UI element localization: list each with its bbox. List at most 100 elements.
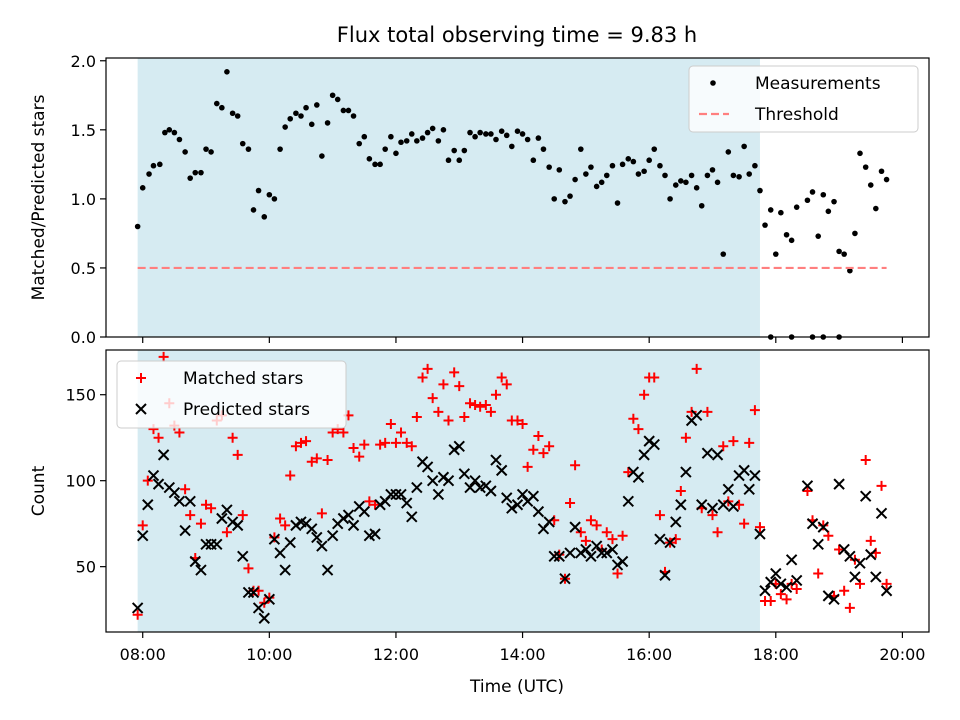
measurement-point (287, 115, 294, 122)
measurement-point (804, 197, 811, 204)
predicted-star-point (406, 511, 418, 523)
predicted-star-point (859, 490, 872, 502)
matched-star-point (607, 534, 618, 545)
matched-star-point (580, 535, 591, 546)
matched-star-point (290, 441, 301, 452)
predicted-star-point (442, 474, 455, 487)
ratio-marks (134, 69, 890, 340)
legend-swatch (136, 373, 146, 383)
predicted-star-point (501, 492, 513, 504)
measurement-point (372, 161, 378, 168)
matched-star-point (570, 460, 581, 471)
predicted-star-point (173, 495, 186, 508)
ratio-panel: 0.00.51.01.52.0 Matched/Predicted stars … (29, 52, 930, 347)
predicted-star-point (580, 543, 592, 556)
legend-swatch (710, 80, 716, 86)
matched-star-point (501, 379, 512, 390)
measurement-point (403, 138, 410, 144)
measurement-point (651, 146, 658, 152)
predicted-star-point (616, 555, 629, 568)
measurement-point (878, 168, 885, 175)
measurement-point (514, 128, 521, 135)
matched-star-point (791, 584, 802, 595)
predicted-star-point (865, 548, 877, 561)
matched-star-point (221, 527, 232, 538)
x-axis-label: Time (UTC) (469, 677, 564, 697)
measurement-point (261, 214, 268, 220)
matched-star-point (628, 413, 639, 424)
measurement-point (229, 110, 236, 117)
ratio-y-axis: 0.0 0.5 1.0 1.5 2.0 (71, 52, 106, 347)
y-tick-label: 0.5 (71, 259, 96, 278)
predicted-star-point (131, 602, 144, 614)
measurement-point (293, 110, 299, 117)
x-tick-label: 10:00 (246, 645, 292, 664)
measurement-point (187, 175, 193, 181)
measurement-point (593, 183, 600, 190)
predicted-star-point (306, 523, 318, 535)
predicted-star-point (511, 499, 524, 511)
legend-label: Matched stars (183, 369, 303, 389)
matched-star-point (860, 455, 871, 466)
measurement-point (857, 150, 863, 157)
matched-star-point (411, 412, 422, 423)
matched-star-point (390, 437, 401, 448)
predicted-star-point (432, 488, 445, 501)
matched-star-point (490, 389, 501, 400)
predicted-star-point (754, 528, 766, 540)
measurement-point (408, 131, 415, 137)
matched-star-point (612, 568, 623, 579)
measurement-point (377, 161, 383, 168)
matched-star-point (375, 439, 386, 450)
measurement-point (662, 172, 668, 179)
predicted-star-point (828, 593, 840, 606)
predicted-star-point (216, 512, 228, 525)
matched-star-point (338, 427, 349, 438)
measurement-point (524, 136, 531, 143)
count-legend: Matched stars Predicted stars (116, 360, 347, 429)
measurement-point (319, 153, 325, 159)
measurement-point (683, 179, 689, 186)
matched-star-point (728, 436, 739, 447)
predicted-star-point (268, 533, 281, 545)
predicted-star-point (157, 449, 170, 461)
measurement-point (150, 162, 157, 169)
matched-star-point (781, 594, 792, 605)
measurement-point (488, 131, 494, 137)
predicted-star-point (311, 531, 323, 544)
measurement-point (139, 185, 146, 191)
measurement-point (314, 102, 320, 108)
predicted-star-point (237, 550, 249, 563)
matched-star-point (142, 475, 153, 486)
measurement-point (166, 127, 173, 133)
predicted-star-point (590, 540, 603, 552)
legend-label: Threshold (754, 105, 839, 125)
predicted-star-point (179, 524, 191, 537)
matched-star-point (275, 513, 286, 524)
x-tick-label: 12:00 (373, 645, 419, 664)
measurement-point (867, 182, 874, 188)
matched-star-point (206, 503, 217, 514)
matched-star-point (359, 439, 370, 450)
matched-star-point (449, 367, 460, 378)
matched-star-point (765, 596, 776, 607)
matched-star-point (295, 437, 306, 448)
measurement-point (788, 237, 795, 244)
matched-star-point (465, 398, 476, 409)
legend-label: Measurements (755, 74, 881, 94)
predicted-star-point (822, 590, 835, 602)
measurement-point (831, 198, 837, 205)
measurement-point (435, 138, 442, 144)
measurement-point (567, 193, 573, 199)
measurement-point (762, 222, 768, 228)
measurement-point (752, 162, 758, 169)
matched-star-point (601, 527, 612, 538)
predicted-star-point (664, 536, 676, 549)
matched-star-point (544, 441, 555, 452)
measurement-point (852, 230, 858, 237)
matched-star-point (269, 532, 280, 543)
matched-star-point (459, 412, 470, 423)
matched-star-point (649, 372, 660, 383)
predicted-star-point (643, 435, 655, 447)
measurement-point (282, 124, 288, 130)
